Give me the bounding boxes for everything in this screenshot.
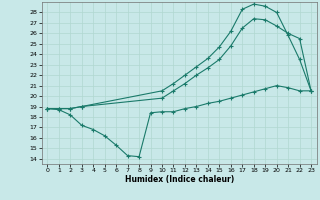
X-axis label: Humidex (Indice chaleur): Humidex (Indice chaleur) — [124, 175, 234, 184]
